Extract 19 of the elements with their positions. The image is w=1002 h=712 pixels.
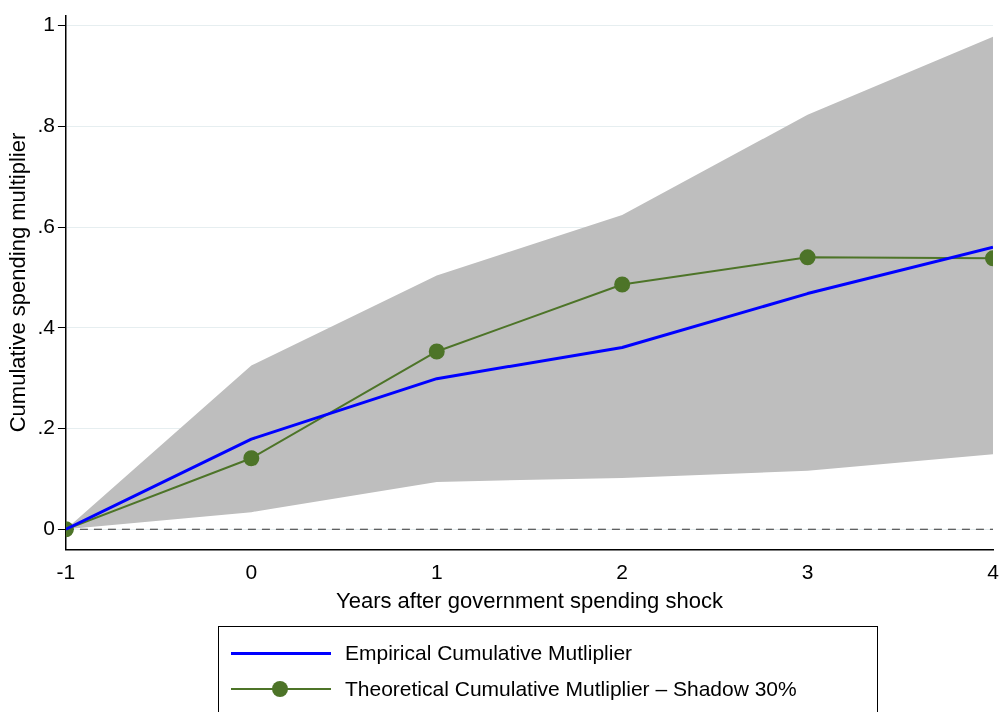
x-axis-title: Years after government spending shock: [336, 587, 724, 613]
x-tick-label: -1: [56, 559, 76, 583]
y-tick-label: 1: [43, 12, 55, 36]
point: [243, 450, 260, 467]
x-tick-label: 3: [801, 559, 814, 583]
point: [428, 343, 445, 360]
y-tick-label: .6: [37, 213, 55, 237]
y-tick-label: 0: [43, 516, 55, 540]
point: [614, 276, 631, 293]
x-tick-label: 1: [430, 559, 443, 583]
legend-label: Empirical Cumulative Mutliplier: [345, 641, 633, 665]
legend-label: Theoretical Cumulative Mutliplier – Shadow 30%: [345, 677, 797, 701]
x-tick-label: 2: [616, 559, 629, 583]
y-tick-label: .8: [37, 113, 55, 137]
y-tick-label: .4: [37, 314, 56, 338]
x-tick-label: 0: [245, 559, 258, 583]
y-tick-label: .2: [37, 415, 55, 439]
x-tick-label: 4: [987, 559, 1000, 583]
y-axis-title: Cumulative spending multiplier: [5, 132, 31, 433]
